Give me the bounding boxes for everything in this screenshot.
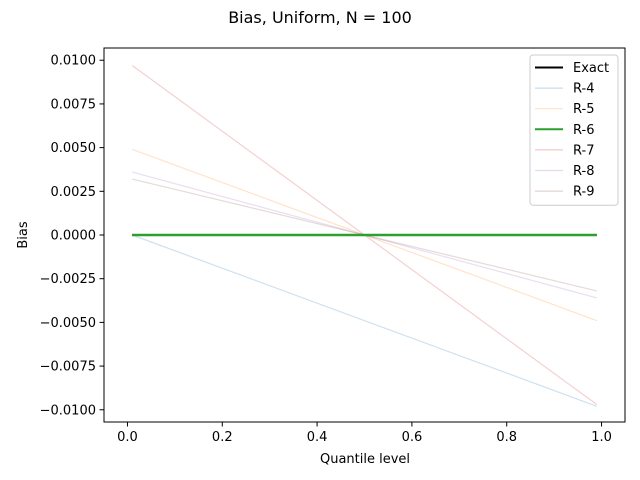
x-tick-label: 0.8 bbox=[496, 430, 517, 445]
y-tick-label: 0.0100 bbox=[51, 54, 97, 69]
legend: Exact R-4 R-5 R-6 R-7 R-8 R-9 bbox=[529, 54, 619, 206]
legend-label-exact: Exact bbox=[573, 61, 609, 76]
y-tick-label: 0.0075 bbox=[51, 97, 97, 112]
y-axis-label-group: Bias bbox=[16, 221, 31, 248]
x-axis-label: Quantile level bbox=[320, 452, 410, 467]
y-tick-label: 0.0000 bbox=[51, 229, 97, 244]
y-tick-label: −0.0075 bbox=[40, 360, 96, 375]
y-axis-label: Bias bbox=[16, 221, 31, 248]
legend-label-r-9: R-9 bbox=[573, 185, 594, 200]
y-tick-label: −0.0100 bbox=[40, 403, 96, 418]
legend-label-r-8: R-8 bbox=[573, 164, 594, 179]
legend-box bbox=[529, 54, 619, 206]
x-tick-label: 0.6 bbox=[402, 430, 423, 445]
chart-title: Bias, Uniform, N = 100 bbox=[228, 8, 412, 27]
x-tick-label: 1.0 bbox=[591, 430, 612, 445]
x-tick-label: 0.2 bbox=[212, 430, 233, 445]
y-tick-label: 0.0050 bbox=[51, 141, 97, 156]
x-tick-label: 0.4 bbox=[307, 430, 328, 445]
series-line-r-4 bbox=[132, 234, 597, 407]
x-tick-label: 0.0 bbox=[117, 430, 138, 445]
plot-area: 0.0 0.2 0.4 0.6 0.8 1.0 0.0100 0.0075 0.0050 0.00… bbox=[40, 47, 626, 445]
legend-label-r-5: R-5 bbox=[573, 102, 594, 117]
y-tick-label: 0.0025 bbox=[51, 185, 97, 200]
y-tick-label: −0.0050 bbox=[40, 316, 96, 331]
legend-label-r-4: R-4 bbox=[573, 82, 594, 97]
legend-label-r-7: R-7 bbox=[573, 143, 594, 158]
legend-label-r-6: R-6 bbox=[573, 123, 594, 138]
y-tick-label: −0.0025 bbox=[40, 272, 96, 287]
